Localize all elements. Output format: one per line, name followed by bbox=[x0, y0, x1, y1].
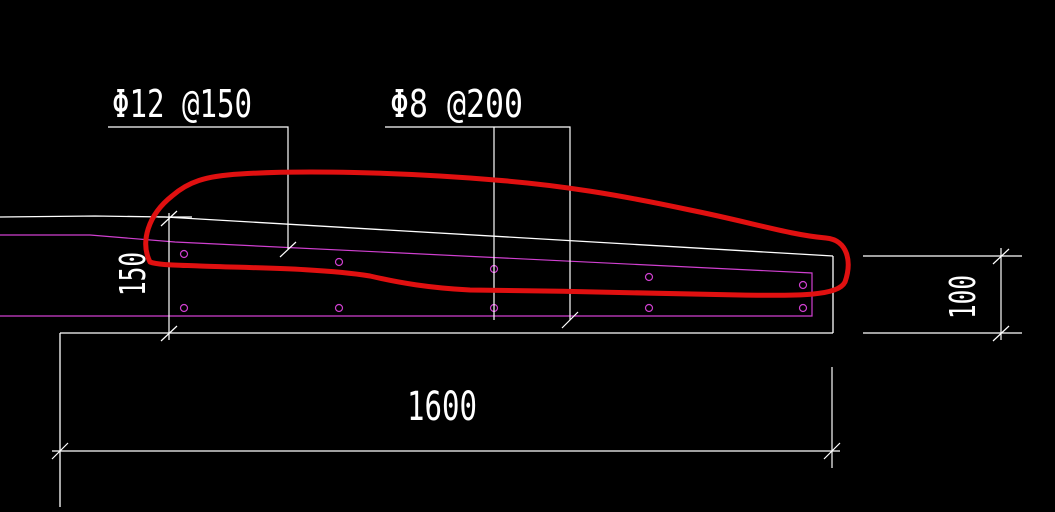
rebar-dot bbox=[798, 280, 808, 290]
rebar-dot bbox=[798, 303, 808, 313]
rebar-dot bbox=[334, 257, 344, 267]
leader-tick bbox=[561, 311, 579, 329]
rebar-dot bbox=[179, 249, 189, 259]
dimensions bbox=[51, 210, 1022, 468]
rebar-dist-label: Φ8 @200 bbox=[390, 82, 523, 126]
rebar-dot bbox=[644, 272, 654, 282]
slab-outline bbox=[0, 215, 834, 507]
dim-tick bbox=[823, 442, 841, 460]
rebar-main-label: Φ12 @150 bbox=[112, 82, 252, 126]
dim-tick bbox=[51, 442, 69, 460]
slab-top-edge bbox=[0, 215, 834, 257]
dim-tick bbox=[160, 210, 178, 227]
rebar-dot bbox=[179, 303, 189, 313]
dim-tick bbox=[160, 325, 178, 342]
rebar-lines bbox=[0, 234, 813, 317]
rebar-dot bbox=[644, 303, 654, 313]
bottom-rebar-line bbox=[0, 296, 813, 317]
span-length-label: 1600 bbox=[407, 384, 477, 430]
leader-rebar-main bbox=[108, 126, 289, 249]
thickness-right-label: 100 bbox=[943, 275, 984, 319]
red-highlight-loop bbox=[143, 169, 851, 298]
top-rebar-line bbox=[0, 234, 813, 292]
leader-rebar-dist bbox=[385, 126, 571, 320]
leader-lines bbox=[108, 126, 579, 329]
dim-tick bbox=[992, 325, 1010, 342]
rebar-dot bbox=[334, 303, 344, 313]
dim-tick bbox=[992, 248, 1010, 265]
leader-tick bbox=[279, 241, 297, 258]
